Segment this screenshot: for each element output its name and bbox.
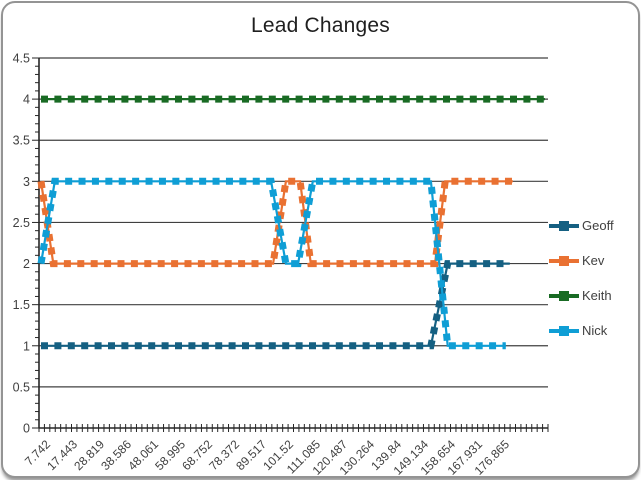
series-nick <box>37 177 506 350</box>
y-axis-labels: 0 0.5 1 1.5 2 2.5 3 3.5 4 4.5 <box>13 52 30 436</box>
legend-label-nick: Nick <box>582 323 608 338</box>
series-geoff <box>41 260 510 350</box>
axes <box>38 58 548 429</box>
gridlines <box>39 57 548 388</box>
svg-text:2.5: 2.5 <box>13 216 30 230</box>
legend-item-nick: Nick <box>549 313 633 348</box>
legend-marker-nick-icon <box>549 325 579 336</box>
svg-text:1: 1 <box>23 339 30 353</box>
chart-title: Lead Changes <box>250 14 390 37</box>
svg-text:0.5: 0.5 <box>13 380 30 394</box>
legend-label-geoff: Geoff <box>582 218 614 233</box>
x-axis-labels: 7.74217.44328.81938.58648.06158.99568.75… <box>22 437 512 476</box>
chart-legend: Geoff Kev Keith Nick <box>549 208 633 348</box>
svg-text:1.5: 1.5 <box>13 298 30 312</box>
legend-marker-kev-icon <box>549 255 579 266</box>
legend-item-geoff: Geoff <box>549 208 633 243</box>
x-axis-ticks <box>38 424 549 432</box>
series-kev <box>37 177 513 268</box>
legend-label-keith: Keith <box>582 288 612 303</box>
chart-plot-area: 0 0.5 1 1.5 2 2.5 3 3.5 4 4.5 7.74217.44328.81938.… <box>13 52 549 476</box>
svg-text:0: 0 <box>23 422 30 436</box>
legend-marker-keith-icon <box>549 290 579 301</box>
svg-text:2: 2 <box>23 257 30 271</box>
legend-item-kev: Kev <box>549 243 633 278</box>
svg-text:3: 3 <box>23 175 30 189</box>
svg-text:4: 4 <box>23 93 30 107</box>
legend-marker-geoff-icon <box>549 220 579 231</box>
legend-item-keith: Keith <box>549 278 633 313</box>
y-axis-ticks <box>32 57 39 429</box>
legend-label-kev: Kev <box>582 253 605 268</box>
svg-text:4.5: 4.5 <box>13 52 30 66</box>
svg-text:3.5: 3.5 <box>13 134 30 148</box>
